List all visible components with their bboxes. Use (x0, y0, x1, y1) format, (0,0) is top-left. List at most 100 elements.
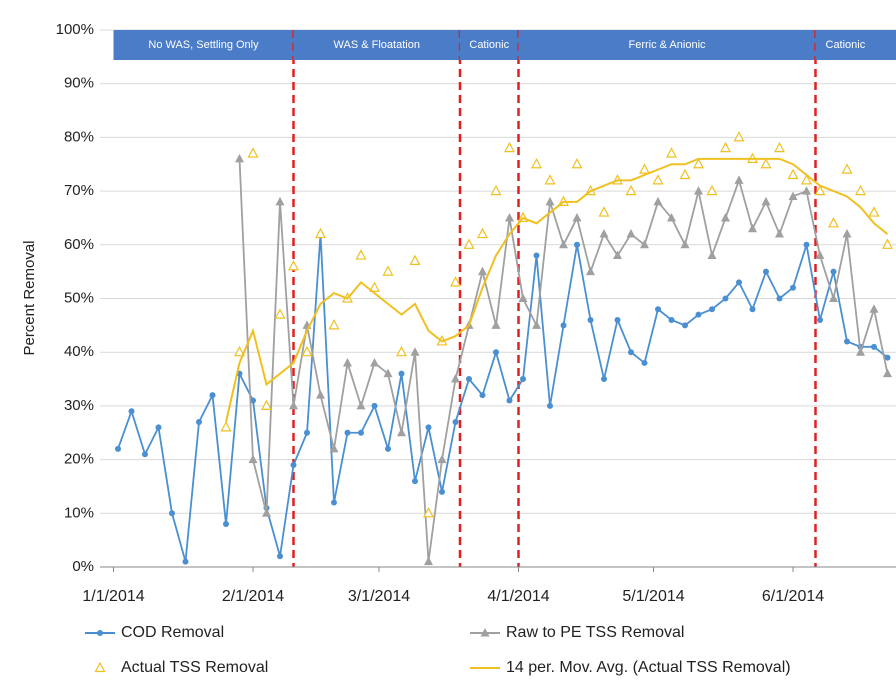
data-point (505, 213, 514, 222)
data-point (681, 240, 690, 249)
data-point (669, 317, 675, 323)
data-point (748, 224, 757, 233)
data-point (871, 344, 877, 350)
data-point (723, 296, 729, 302)
data-point (790, 285, 796, 291)
data-point (453, 419, 459, 425)
data-point (843, 229, 852, 238)
data-point (829, 294, 838, 303)
data-point (721, 143, 730, 152)
phase-label: Cationic (469, 39, 509, 51)
data-point (277, 553, 283, 559)
data-point (276, 310, 285, 319)
data-point (600, 208, 609, 217)
y-tick-label: 20% (64, 451, 94, 468)
data-point (411, 347, 420, 356)
data-point (210, 392, 216, 398)
data-point (235, 154, 244, 163)
data-point (358, 430, 364, 436)
data-point (789, 170, 798, 179)
data-point (370, 358, 379, 367)
phase-label: Cationic (826, 39, 866, 51)
data-point (601, 376, 607, 382)
data-point (750, 306, 756, 312)
data-point (397, 428, 406, 437)
data-point (829, 218, 838, 227)
data-point (777, 296, 783, 302)
data-point (330, 320, 339, 329)
data-point (654, 197, 663, 206)
data-point (817, 317, 823, 323)
data-point (345, 430, 351, 436)
data-point (372, 403, 378, 409)
series-line (240, 159, 888, 562)
data-point (856, 186, 865, 195)
data-point (316, 229, 325, 238)
data-point (289, 401, 298, 410)
data-point (478, 267, 487, 276)
y-tick-label: 90% (64, 75, 94, 92)
data-point (115, 446, 121, 452)
y-tick-label: 40% (64, 343, 94, 360)
y-tick-label: 70% (64, 182, 94, 199)
data-point (600, 229, 609, 238)
y-tick-label: 50% (64, 289, 94, 306)
data-point (762, 197, 771, 206)
data-point (561, 322, 567, 328)
data-point (451, 277, 460, 286)
data-point (816, 251, 825, 260)
x-tick-label: 5/1/2014 (622, 588, 684, 605)
data-point (654, 175, 663, 184)
data-point (262, 508, 271, 517)
data-point (775, 229, 784, 238)
data-point (667, 149, 676, 158)
data-point (844, 338, 850, 344)
legend-label: Actual TSS Removal (121, 659, 268, 676)
data-point (681, 170, 690, 179)
data-point (183, 559, 189, 565)
phase-label: No WAS, Settling Only (148, 39, 259, 51)
data-point (249, 455, 258, 464)
data-point (493, 349, 499, 355)
data-point (762, 159, 771, 168)
data-point (304, 430, 310, 436)
data-point (505, 143, 514, 152)
data-point (627, 186, 636, 195)
data-point (316, 390, 325, 399)
data-point (588, 317, 594, 323)
phase-label: Ferric & Anionic (628, 39, 706, 51)
data-point (574, 242, 580, 248)
data-point (426, 424, 432, 430)
data-point (763, 269, 769, 275)
data-point (708, 186, 717, 195)
series-line (118, 234, 888, 562)
y-tick-label: 80% (64, 128, 94, 145)
data-point (627, 229, 636, 238)
data-point (331, 500, 337, 506)
data-point (534, 253, 540, 259)
data-point (547, 403, 553, 409)
data-point (466, 376, 472, 382)
data-point (438, 455, 447, 464)
data-point (519, 294, 528, 303)
y-tick-label: 30% (64, 397, 94, 414)
data-point (262, 401, 271, 410)
data-point (492, 320, 501, 329)
data-point (735, 132, 744, 141)
data-point (586, 267, 595, 276)
x-tick-label: 3/1/2014 (348, 588, 410, 605)
data-point (223, 521, 229, 527)
data-point (870, 304, 879, 313)
data-point (156, 424, 162, 430)
data-point (129, 408, 135, 414)
data-point (573, 159, 582, 168)
data-point (615, 317, 621, 323)
data-point (696, 312, 702, 318)
x-tick-label: 2/1/2014 (222, 588, 284, 605)
legend-marker (96, 663, 105, 672)
x-tick-label: 4/1/2014 (487, 588, 549, 605)
x-tick-label: 6/1/2014 (762, 588, 824, 605)
data-point (507, 398, 513, 404)
data-point (249, 149, 258, 158)
